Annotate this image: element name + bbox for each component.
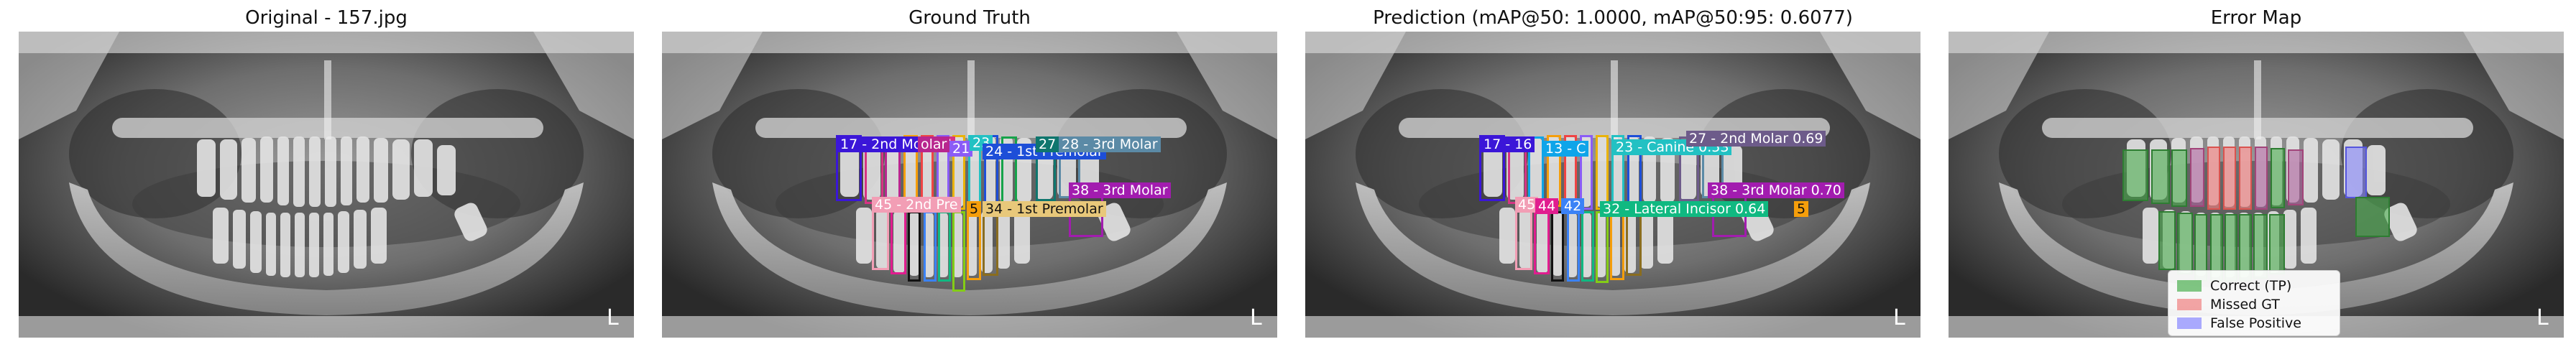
- pred-label: 45: [1515, 197, 1539, 213]
- panel-ground-truth: Ground Truth 17 - 2nd Molar: [662, 0, 1277, 357]
- legend-swatch: [2177, 317, 2202, 329]
- fp-region: [2345, 147, 2367, 198]
- panel-error-map: Error Map: [1949, 0, 2564, 357]
- pred-box: [1596, 135, 1609, 210]
- tp-region: [2288, 149, 2304, 205]
- gt-label: 45 - 2nd Pre: [872, 197, 961, 213]
- gt-box: [983, 211, 998, 276]
- missed-region: [2207, 147, 2220, 210]
- legend-label: False Positive: [2210, 315, 2301, 331]
- legend-swatch: [2177, 280, 2202, 292]
- pred-label: 13 - C: [1542, 141, 1589, 157]
- panel-prediction: Prediction (mAP@50: 1.0000, mAP@50:95: 0…: [1305, 0, 1920, 357]
- pred-label: 5: [1794, 201, 1809, 217]
- gt-overlay: 17 - 2nd Molar 14 olar 21 23 24 - 1st Pr…: [662, 32, 1277, 338]
- tp-region: [2255, 147, 2268, 210]
- tp-region: [2177, 213, 2193, 274]
- legend-swatch: [2177, 299, 2202, 310]
- legend-label: Correct (TP): [2210, 278, 2292, 294]
- tp-region: [2151, 149, 2170, 204]
- tp-region: [2171, 149, 2187, 207]
- gt-box: [967, 211, 981, 280]
- pred-label: 38 - 3rd Molar 0.70: [1708, 182, 1844, 198]
- gt-label: 5: [967, 201, 982, 217]
- panel-title: Prediction (mAP@50: 1.0000, mAP@50:95: 0…: [1373, 7, 1853, 29]
- pred-box: [1626, 211, 1642, 276]
- panel-original: Original - 157.jpg: [19, 0, 634, 357]
- gt-label: 27: [1036, 136, 1059, 152]
- gt-box: [924, 211, 937, 282]
- panel-title: Original - 157.jpg: [245, 7, 408, 29]
- missed-region: [2223, 147, 2236, 210]
- gt-label: 17 - 2nd Molar: [837, 136, 943, 152]
- pred-label: 44: [1535, 198, 1559, 214]
- gt-label: 38 - 3rd Molar: [1069, 182, 1171, 198]
- tp-region: [2355, 197, 2390, 237]
- gt-label: 28 - 3rd Molar: [1059, 136, 1161, 152]
- gt-box: [938, 211, 951, 282]
- legend-item: Missed GT: [2177, 295, 2331, 314]
- pred-box: [1596, 211, 1609, 283]
- pred-box: [1479, 135, 1505, 201]
- pred-box: [1534, 208, 1550, 274]
- xray-image: 17 - 2nd Molar 14 olar 21 23 24 - 1st Pr…: [662, 32, 1277, 338]
- panel-title: Error Map: [2210, 7, 2302, 29]
- pred-box: [1567, 211, 1580, 282]
- gt-box: [836, 135, 862, 201]
- pred-box: [1515, 205, 1532, 270]
- gt-box: [952, 211, 965, 292]
- legend-item: False Positive: [2177, 314, 2331, 333]
- legend-item: Correct (TP): [2177, 277, 2331, 295]
- xray-image: 17 - 16 13 - C 23 - Canine 0.53 27 - 2nd…: [1305, 32, 1920, 338]
- gt-box: [908, 211, 921, 282]
- legend: Correct (TP) Missed GT False Positive: [2168, 270, 2340, 336]
- gt-box: [891, 208, 906, 274]
- pred-box: [1580, 135, 1593, 210]
- legend-label: Missed GT: [2210, 297, 2280, 312]
- gt-label: 34 - 1st Premolar: [983, 201, 1106, 217]
- gt-label: olar: [918, 136, 950, 152]
- tp-region: [2190, 148, 2204, 207]
- xray-image: Correct (TP) Missed GT False Positive: [1949, 32, 2564, 338]
- pred-label: 32 - Lateral Incisor 0.64: [1600, 201, 1769, 217]
- tp-region: [2271, 148, 2285, 208]
- error-overlay: Correct (TP) Missed GT False Positive: [1949, 32, 2564, 338]
- pred-box: [1551, 211, 1564, 282]
- gt-label: 21: [949, 141, 973, 157]
- missed-region: [2239, 147, 2252, 210]
- pred-label: 27 - 2nd Molar 0.69: [1686, 131, 1826, 147]
- xray-image: [19, 32, 634, 338]
- pred-label: 42: [1561, 198, 1585, 214]
- tp-region: [2253, 214, 2268, 279]
- panel-title: Ground Truth: [908, 7, 1031, 29]
- pred-box: [1581, 211, 1594, 282]
- pred-overlay: 17 - 16 13 - C 23 - Canine 0.53 27 - 2nd…: [1305, 32, 1920, 338]
- gt-box: [872, 205, 889, 270]
- pred-label: 17 - 16: [1481, 136, 1535, 152]
- tp-region: [2122, 149, 2148, 201]
- tp-region: [2158, 211, 2176, 270]
- tp-region: [2269, 214, 2285, 274]
- pred-box: [1610, 211, 1624, 280]
